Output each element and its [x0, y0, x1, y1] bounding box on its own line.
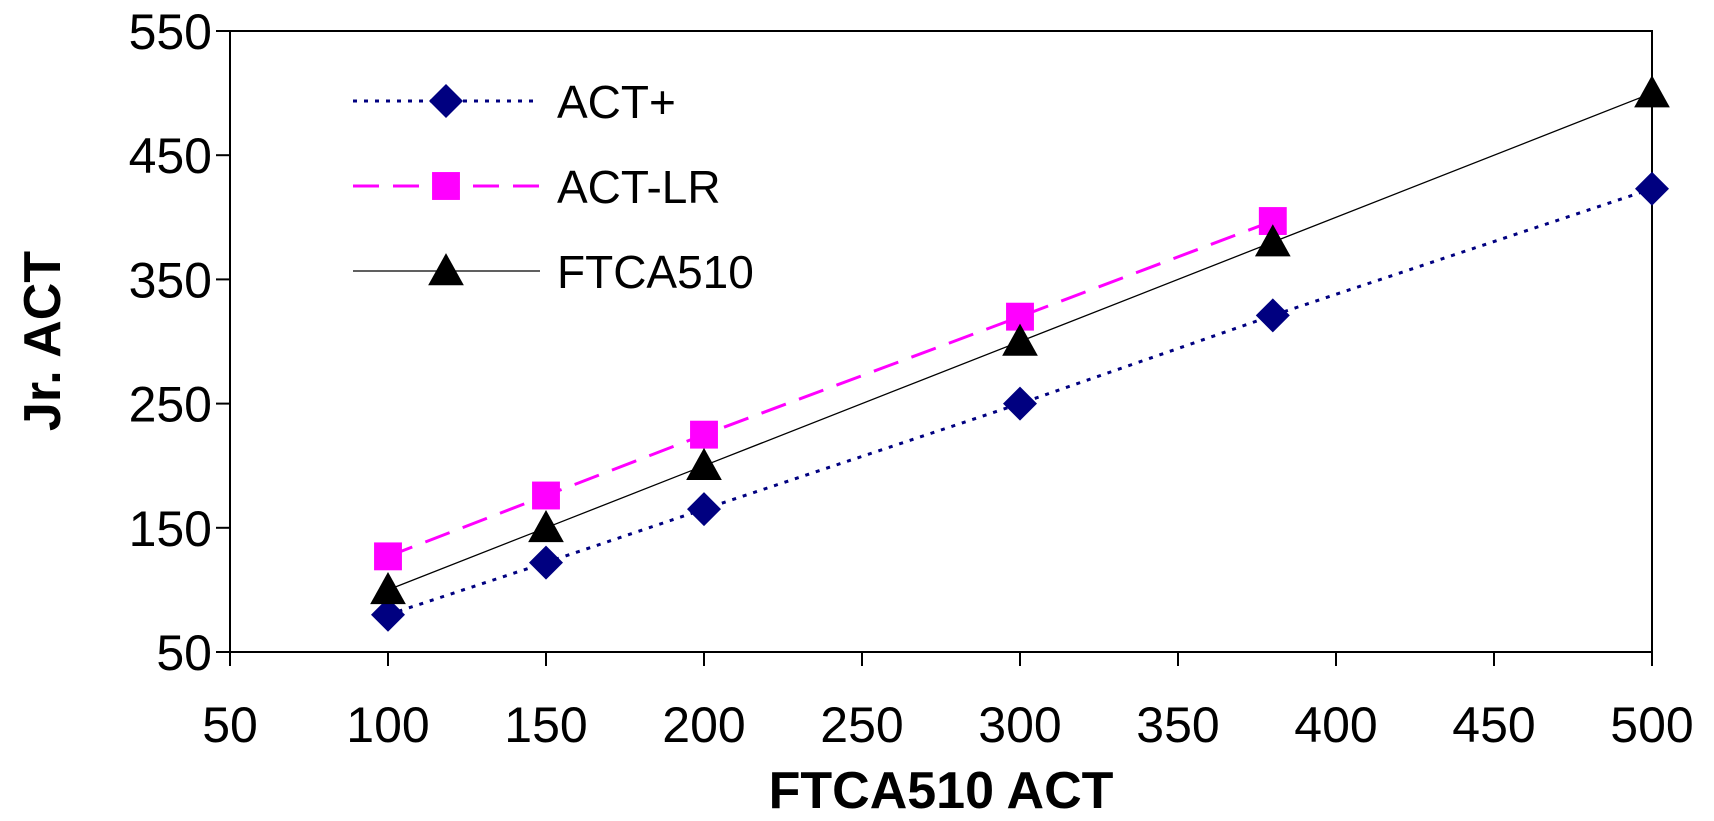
data-point-square: [532, 481, 560, 510]
x-tick-label: 350: [1136, 697, 1219, 753]
series-act-: [371, 171, 1669, 632]
y-tick-label: 50: [156, 625, 212, 681]
x-tick-label: 300: [978, 697, 1061, 753]
legend-label: ACT-LR: [557, 161, 721, 213]
y-tick-label: 550: [129, 4, 212, 60]
data-point-triangle: [428, 253, 464, 286]
data-point-triangle: [528, 509, 564, 543]
series-line: [387, 92, 1653, 591]
data-point-triangle: [1634, 75, 1670, 108]
y-tick-label: 250: [129, 377, 212, 433]
x-tick-label: 450: [1452, 697, 1535, 753]
legend-item: FTCA510: [353, 246, 754, 298]
legend: ACT+ ACT-LR FTCA510: [353, 76, 754, 298]
data-point-triangle: [686, 447, 722, 480]
data-point-triangle: [370, 572, 406, 605]
data-point-diamond: [1635, 171, 1669, 206]
x-tick-label: 50: [202, 697, 258, 753]
x-tick-label: 150: [504, 697, 587, 753]
x-tick-label: 250: [820, 697, 903, 753]
data-point-diamond: [1255, 298, 1290, 333]
data-point-diamond: [1003, 386, 1037, 421]
series-layer: [370, 75, 1670, 632]
data-point-diamond: [371, 597, 405, 632]
data-point-diamond: [429, 84, 463, 118]
data-point-triangle: [1002, 323, 1038, 356]
legend-item: ACT+: [353, 76, 676, 128]
x-tick-label: 400: [1294, 697, 1377, 753]
y-tick-label: 350: [129, 252, 212, 308]
data-point-diamond: [687, 492, 721, 527]
series-act-lr: [374, 207, 1287, 571]
y-axis-ticks: 50 150 250 350 450 550: [129, 4, 230, 681]
y-axis-title: Jr. ACT: [14, 251, 72, 431]
x-axis-title: FTCA510 ACT: [769, 762, 1114, 820]
y-tick-label: 150: [129, 501, 212, 557]
data-point-square: [432, 172, 460, 200]
legend-label: ACT+: [557, 76, 676, 128]
x-tick-label: 100: [346, 697, 429, 753]
plot-frame: [229, 30, 1653, 653]
y-tick-label: 450: [129, 128, 212, 184]
x-tick-label: 500: [1610, 697, 1693, 753]
data-point-diamond: [529, 545, 563, 580]
x-tick-label: 200: [662, 697, 745, 753]
data-point-square: [690, 420, 718, 449]
legend-label: FTCA510: [557, 246, 754, 298]
legend-item: ACT-LR: [353, 161, 721, 213]
x-axis-ticks: 50 100 150 200 250 300 350 400 450 500: [202, 652, 1694, 753]
series-ftca510: [370, 75, 1670, 605]
data-point-triangle: [1254, 224, 1291, 257]
data-point-square: [374, 542, 402, 571]
